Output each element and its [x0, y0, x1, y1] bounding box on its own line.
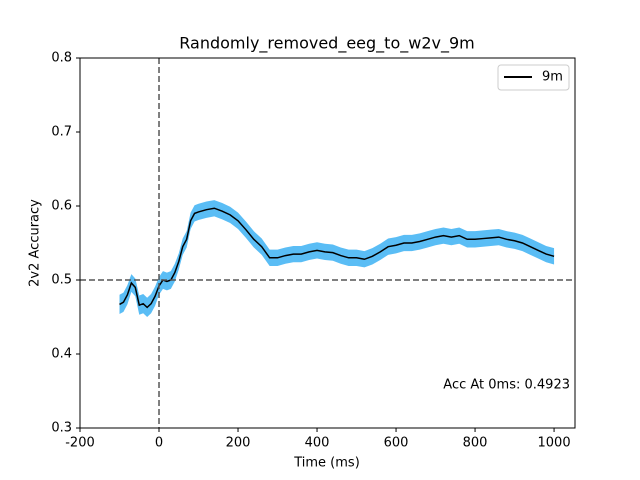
x-tick-label: 600 — [384, 436, 409, 451]
y-tick-label: 0.4 — [51, 347, 72, 362]
y-axis-label: 2v2 Accuracy — [28, 199, 43, 287]
x-tick-label: 800 — [463, 436, 488, 451]
y-tick-label: 0.6 — [51, 199, 72, 214]
plot-frame — [79, 57, 576, 429]
legend-box — [497, 64, 570, 91]
chart-title: Randomly_removed_eeg_to_w2v_9m — [179, 34, 474, 54]
y-tick-label: 0.8 — [51, 51, 72, 66]
x-tick-label: 400 — [305, 436, 330, 451]
y-tick-label: 0.7 — [51, 125, 72, 140]
x-tick-label: 0 — [155, 436, 163, 451]
x-tick-label: 200 — [226, 436, 251, 451]
x-axis-label: Time (ms) — [293, 456, 360, 471]
y-tick-label: 0.3 — [51, 421, 72, 436]
line — [119, 207, 555, 309]
annotation: Acc At 0ms: 0.4923 — [443, 378, 570, 393]
error-band — [119, 200, 555, 317]
y-tick-label: 0.5 — [51, 273, 72, 288]
x-tick-label: -200 — [65, 436, 95, 451]
x-tick-label: 1000 — [538, 436, 571, 451]
legend-label: 9m — [542, 70, 563, 85]
